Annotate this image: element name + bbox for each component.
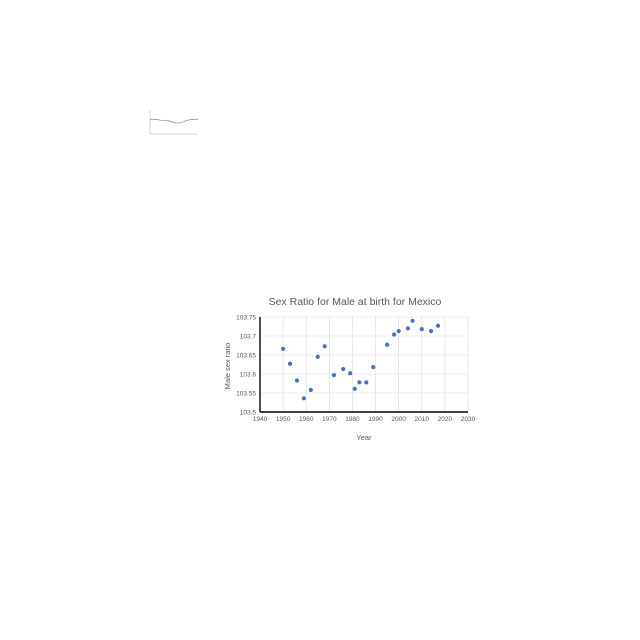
data-point <box>294 378 300 383</box>
thumbnail-series-line <box>150 118 198 124</box>
x-tick-label: 2000 <box>391 416 406 423</box>
thumbnail-chart <box>149 110 198 135</box>
x-tick-label: 1970 <box>322 416 337 423</box>
x-tick-label: 2010 <box>415 416 430 423</box>
data-point <box>287 361 293 366</box>
data-point <box>385 342 390 347</box>
y-tick-label: 103.65 <box>236 352 256 359</box>
data-point <box>281 346 286 352</box>
data-point <box>428 328 434 334</box>
data-point <box>391 332 397 337</box>
data-point <box>308 387 313 393</box>
x-tick-label: 2020 <box>438 416 453 423</box>
y-tick-label: 103.75 <box>236 314 256 321</box>
data-point <box>405 326 411 331</box>
y-tick-label: 103.5 <box>240 409 257 416</box>
data-point <box>331 373 337 378</box>
data-point <box>352 386 357 391</box>
y-tick-label: 103.55 <box>236 390 256 397</box>
scatter-chart: Sex Ratio for Male at birth for Mexico 1… <box>223 296 476 442</box>
data-point <box>410 318 415 323</box>
data-point <box>301 396 307 401</box>
data-point <box>371 365 376 370</box>
x-tick-label: 1980 <box>345 416 360 423</box>
y-tick-label: 103.7 <box>240 333 257 340</box>
thumbnail-plot-area <box>149 110 198 135</box>
x-axis-title: Year <box>356 433 372 442</box>
x-tick-label: 2030 <box>461 416 476 423</box>
data-point <box>364 380 369 385</box>
data-point <box>357 380 362 385</box>
y-tick-label: 103.6 <box>240 371 257 378</box>
y-axis-title: Male sex ratio <box>223 343 232 390</box>
data-point <box>419 327 424 332</box>
data-point <box>396 328 401 334</box>
chart-points <box>281 318 441 401</box>
x-tick-label: 1940 <box>253 416 268 423</box>
chart-tick-labels: 1940 1950 1960 1970 1980 1990 2000 2010 2020 2030… <box>236 314 476 423</box>
chart-axes <box>259 317 468 413</box>
x-tick-label: 1960 <box>299 416 314 423</box>
chart-title: Sex Ratio for Male at birth for Mexico <box>269 296 442 308</box>
x-tick-label: 1990 <box>368 416 383 423</box>
data-point <box>322 344 327 349</box>
data-point <box>348 371 353 376</box>
x-tick-label: 1950 <box>276 416 291 423</box>
data-point <box>341 366 346 372</box>
data-point <box>315 354 320 359</box>
data-point <box>435 323 441 328</box>
